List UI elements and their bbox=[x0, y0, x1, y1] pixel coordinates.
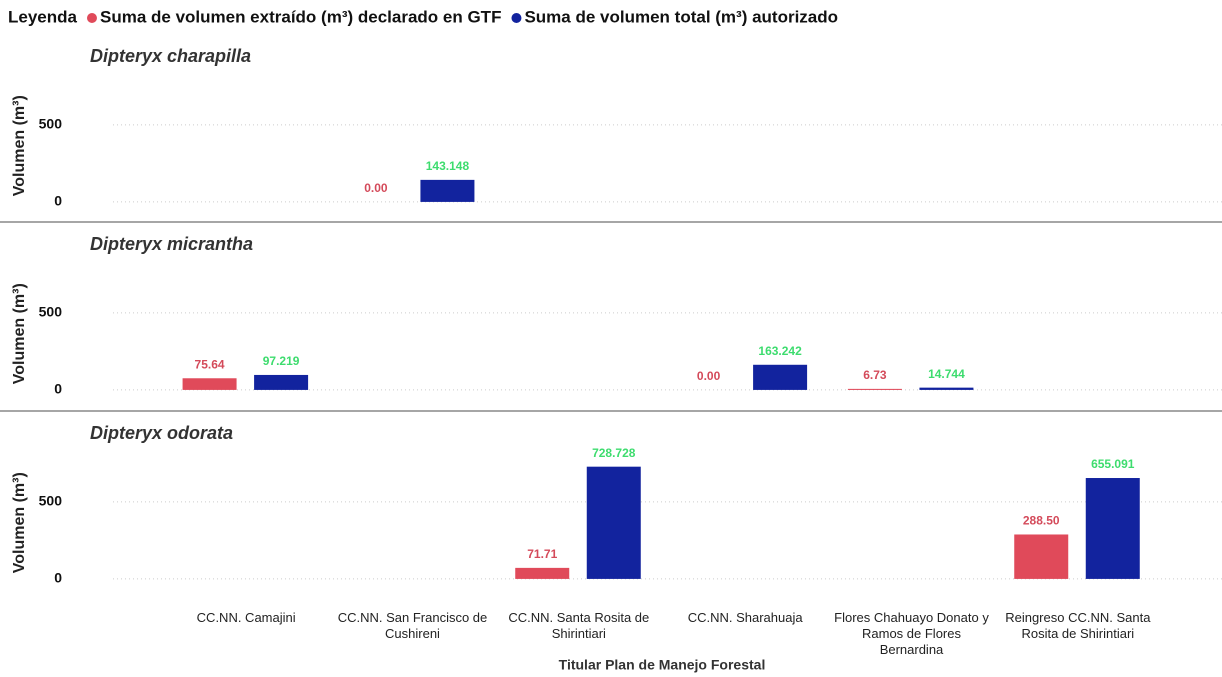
x-tick-label: CC.NN. San Francisco de Cushireni bbox=[337, 610, 488, 641]
data-label: 6.73 bbox=[863, 368, 887, 382]
bar bbox=[420, 179, 475, 202]
facet-title: Dipteryx odorata bbox=[90, 423, 233, 443]
bar bbox=[847, 388, 902, 390]
facet-title: Dipteryx charapilla bbox=[90, 46, 251, 66]
data-label: 288.50 bbox=[1023, 514, 1060, 528]
y-axis-label: Volumen (m³) bbox=[11, 283, 28, 384]
bar bbox=[1085, 478, 1140, 579]
y-tick-label: 0 bbox=[54, 193, 62, 209]
y-tick-label: 0 bbox=[54, 570, 62, 586]
bar bbox=[753, 364, 808, 390]
data-label: 75.64 bbox=[195, 357, 225, 371]
bar bbox=[1014, 534, 1069, 579]
bar bbox=[515, 567, 570, 579]
data-label: 0.00 bbox=[364, 181, 388, 195]
x-tick-label: CC.NN. Santa Rosita de Shirintiari bbox=[508, 610, 650, 641]
data-label: 655.091 bbox=[1091, 457, 1135, 471]
bar bbox=[182, 378, 237, 390]
x-axis-label: Titular Plan de Manejo Forestal bbox=[559, 657, 766, 673]
x-tick-label: Flores Chahuayo Donato y Ramos de Flores… bbox=[834, 610, 989, 657]
data-label: 143.148 bbox=[426, 159, 470, 173]
x-tick-label: Reingreso CC.NN. Santa Rosita de Shirint… bbox=[1005, 610, 1151, 641]
bar bbox=[586, 466, 641, 579]
x-tick-label: CC.NN. Sharahuaja bbox=[687, 610, 803, 625]
data-label: 163.242 bbox=[758, 344, 802, 358]
facet-title: Dipteryx micrantha bbox=[90, 234, 253, 254]
legend-marker bbox=[511, 13, 522, 23]
legend-label: Suma de volumen total (m³) autorizado bbox=[524, 7, 838, 26]
y-tick-label: 500 bbox=[39, 304, 63, 320]
data-label: 728.728 bbox=[592, 446, 636, 460]
y-tick-label: 500 bbox=[39, 493, 63, 509]
data-label: 71.71 bbox=[527, 547, 557, 561]
legend-title: Leyenda bbox=[8, 7, 78, 26]
legend-marker bbox=[86, 13, 97, 23]
bar bbox=[254, 374, 309, 390]
y-tick-label: 500 bbox=[39, 116, 63, 132]
y-tick-label: 0 bbox=[54, 381, 62, 397]
data-label: 97.219 bbox=[263, 354, 300, 368]
legend-label: Suma de volumen extraído (m³) declarado … bbox=[100, 7, 501, 26]
x-tick-label: CC.NN. Camajini bbox=[196, 610, 296, 625]
data-label: 14.744 bbox=[928, 367, 965, 381]
data-label: 0.00 bbox=[697, 369, 721, 383]
bar bbox=[919, 387, 974, 390]
y-axis-label: Volumen (m³) bbox=[11, 472, 28, 573]
y-axis-label: Volumen (m³) bbox=[11, 95, 28, 196]
